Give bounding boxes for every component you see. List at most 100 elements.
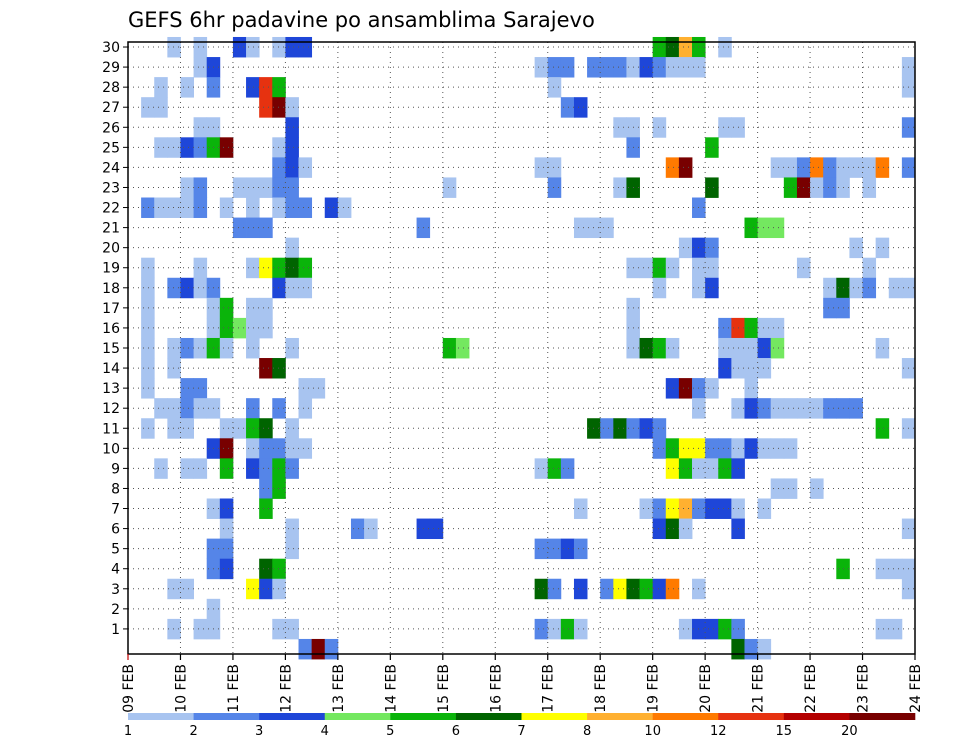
y-tick-label: 7 — [111, 502, 120, 518]
heatmap-cell — [534, 458, 549, 479]
heatmap-cell — [285, 618, 299, 640]
heatmap-cell — [272, 438, 286, 459]
heatmap-cell — [849, 277, 863, 299]
heatmap-cell — [193, 117, 208, 138]
heatmap-cell — [272, 197, 286, 218]
legend-label: 6 — [452, 724, 460, 739]
y-tick-label: 8 — [111, 481, 120, 497]
heatmap-cell — [154, 458, 168, 479]
heatmap-cell — [875, 418, 890, 439]
heatmap-cell — [705, 277, 719, 299]
heatmap-cell — [272, 137, 286, 158]
heatmap-cell — [665, 378, 680, 399]
heatmap-cell — [167, 618, 181, 640]
heatmap-cell — [219, 558, 234, 580]
heatmap-cell — [167, 398, 181, 419]
heatmap-cell — [246, 458, 260, 479]
heatmap-cell — [705, 438, 719, 459]
heatmap-cell — [219, 317, 234, 339]
y-tick-label: 22 — [102, 201, 120, 217]
x-tick-label: 09 FEB — [121, 664, 137, 713]
heatmap-cell — [547, 177, 562, 198]
heatmap-cell — [219, 458, 234, 479]
heatmap-cell — [823, 277, 837, 299]
heatmap-cell — [246, 217, 260, 239]
heatmap-cell — [678, 237, 693, 259]
legend-label: 3 — [255, 724, 263, 739]
legend-label: 7 — [517, 724, 525, 739]
x-tick-label: 15 FEB — [436, 664, 452, 713]
heatmap-cell — [600, 217, 614, 239]
heatmap-cell — [272, 157, 286, 178]
heatmap-cell — [285, 257, 299, 279]
x-tick-label: 21 FEB — [751, 664, 767, 713]
y-tick-label: 6 — [111, 522, 120, 538]
heatmap-cell — [678, 36, 693, 58]
heatmap-cell — [180, 197, 194, 218]
heatmap-cell — [180, 398, 194, 419]
heatmap-cell — [193, 458, 208, 479]
heatmap-cell — [573, 578, 588, 600]
heatmap-cell — [219, 337, 234, 359]
heatmap-cell — [652, 57, 667, 78]
heatmap-cell — [560, 538, 575, 560]
heatmap-cell — [560, 458, 575, 479]
heatmap-cell — [849, 157, 863, 178]
legend-color-swatch — [259, 713, 326, 720]
heatmap-cell — [573, 97, 588, 118]
heatmap-cell — [770, 438, 785, 459]
heatmap-cell — [141, 277, 155, 299]
heatmap-cell — [875, 237, 890, 259]
x-tick-label: 16 FEB — [488, 664, 504, 713]
heatmap-cell — [613, 177, 627, 198]
heatmap-cell — [442, 177, 457, 198]
color-legend: 1 2 3 4 5 6 7 8 10 12 15 20 — [124, 713, 916, 739]
heatmap-cell — [639, 418, 654, 439]
heatmap-cell — [573, 538, 588, 560]
heatmap-cell — [141, 317, 155, 339]
heatmap-cell — [141, 358, 155, 379]
heatmap-cell — [718, 337, 732, 359]
heatmap-cell — [744, 358, 758, 379]
heatmap-cell — [219, 438, 234, 459]
heatmap-cell — [180, 578, 194, 600]
heatmap-cell — [324, 197, 339, 218]
heatmap-cell — [560, 618, 575, 640]
heatmap-cell — [193, 137, 208, 158]
heatmap-cell — [547, 538, 562, 560]
heatmap-cell — [560, 57, 575, 78]
y-tick-label: 4 — [111, 562, 120, 578]
heatmap-cell — [141, 197, 155, 218]
heatmap-cell — [285, 438, 299, 459]
heatmap-cell — [259, 558, 273, 580]
legend-color-swatch — [718, 713, 785, 720]
heatmap-cell — [757, 217, 772, 239]
heatmap-cell — [219, 197, 234, 218]
heatmap-cell — [613, 57, 627, 78]
heatmap-cell — [141, 378, 155, 399]
legend-color-swatch — [521, 713, 588, 720]
y-tick-label: 30 — [102, 40, 120, 56]
x-tick-label: 10 FEB — [174, 664, 190, 713]
y-tick-label: 26 — [102, 120, 120, 136]
heatmap-cell — [705, 458, 719, 479]
heatmap-cell — [193, 378, 208, 399]
heatmap-cell — [259, 578, 273, 600]
heatmap-cell — [783, 438, 798, 459]
legend-color-swatch — [390, 713, 457, 720]
heatmap-cell — [259, 438, 273, 459]
heatmap-cell — [232, 36, 247, 58]
heatmap-cell — [744, 317, 758, 339]
heatmap-cell — [272, 77, 286, 98]
heatmap-cell — [534, 618, 549, 640]
heatmap-cell — [154, 77, 168, 98]
x-axis: 09 FEB 10 FEB 11 FEB 12 FEB 13 FEB 14 FEB 15 F… — [121, 654, 924, 713]
heatmap-cell — [547, 458, 562, 479]
legend-label: 4 — [321, 724, 329, 739]
heatmap-cell — [534, 57, 549, 78]
heatmap-cell — [678, 378, 693, 399]
heatmap-cell — [783, 157, 798, 178]
heatmap-cell — [718, 117, 732, 138]
heatmap-cell — [285, 177, 299, 198]
heatmap-cell — [259, 297, 273, 319]
